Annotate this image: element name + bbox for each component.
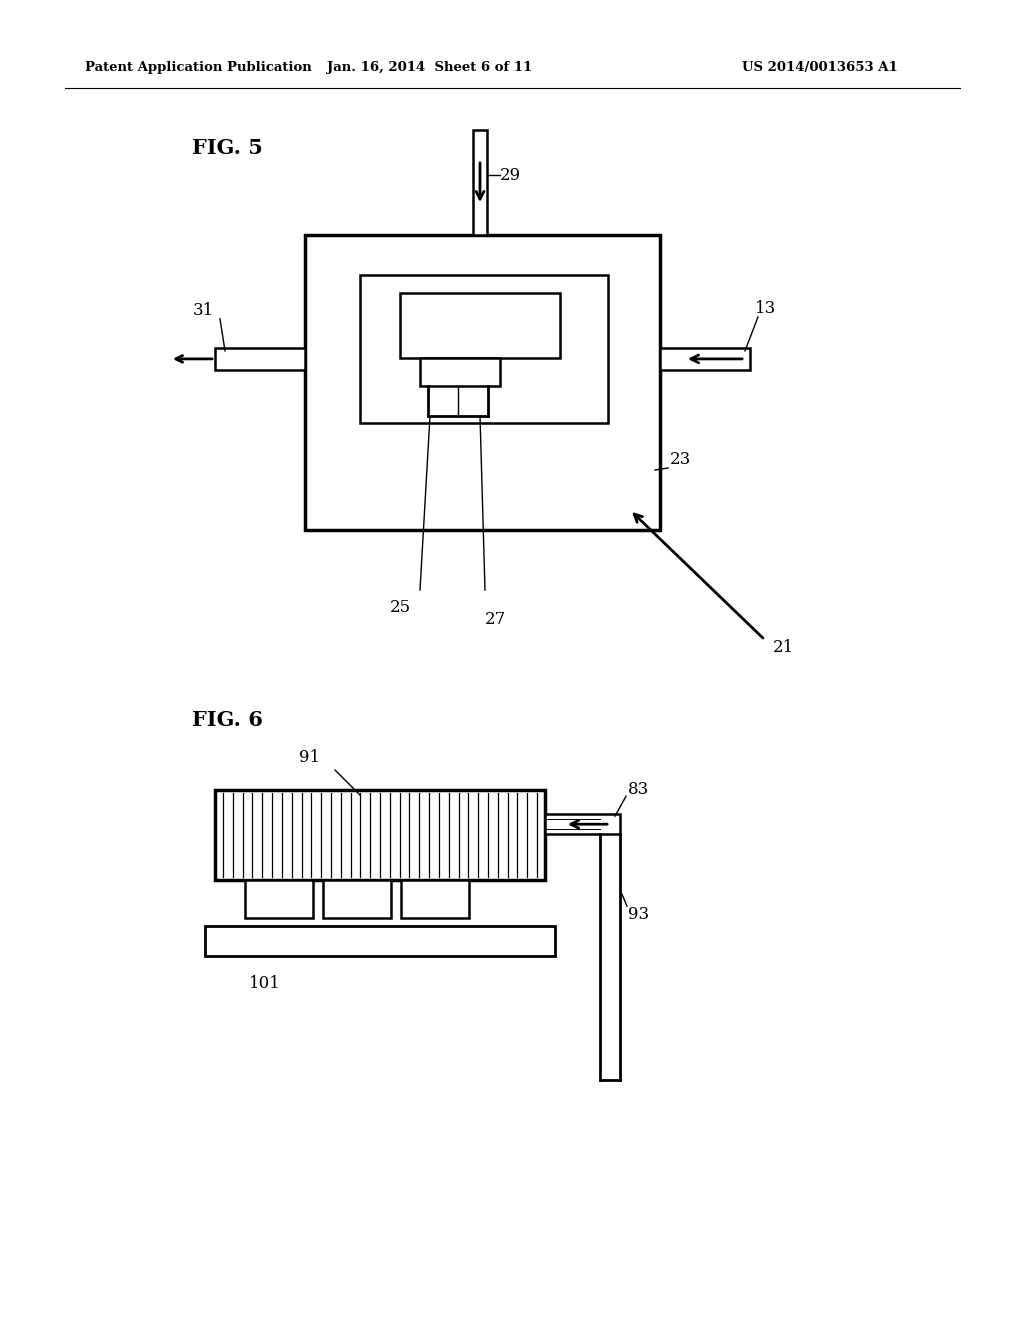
Text: FIG. 6: FIG. 6 <box>193 710 263 730</box>
Text: US 2014/0013653 A1: US 2014/0013653 A1 <box>742 62 898 74</box>
Text: 21: 21 <box>773 639 795 656</box>
Bar <box>205 927 555 956</box>
Text: 23: 23 <box>670 451 691 469</box>
Text: FIG. 5: FIG. 5 <box>193 139 263 158</box>
Bar <box>305 235 660 531</box>
Bar <box>400 293 560 358</box>
Text: 13: 13 <box>755 301 776 317</box>
Text: 25: 25 <box>389 598 411 615</box>
Text: Patent Application Publication: Patent Application Publication <box>85 62 311 74</box>
Bar <box>545 814 620 834</box>
Bar <box>420 358 500 385</box>
Bar <box>473 129 487 235</box>
Text: 101: 101 <box>249 975 281 993</box>
Bar <box>215 348 305 370</box>
Text: 93: 93 <box>628 906 649 923</box>
Bar <box>245 880 313 917</box>
Bar <box>323 880 391 917</box>
Bar <box>401 880 469 917</box>
Text: 83: 83 <box>628 780 649 797</box>
Bar <box>360 275 608 422</box>
Bar <box>660 348 750 370</box>
Text: 29: 29 <box>500 166 521 183</box>
Text: Jan. 16, 2014  Sheet 6 of 11: Jan. 16, 2014 Sheet 6 of 11 <box>328 62 532 74</box>
Bar <box>215 789 545 880</box>
Text: 91: 91 <box>299 750 321 767</box>
Text: 31: 31 <box>193 302 214 319</box>
Text: 27: 27 <box>484 611 506 628</box>
